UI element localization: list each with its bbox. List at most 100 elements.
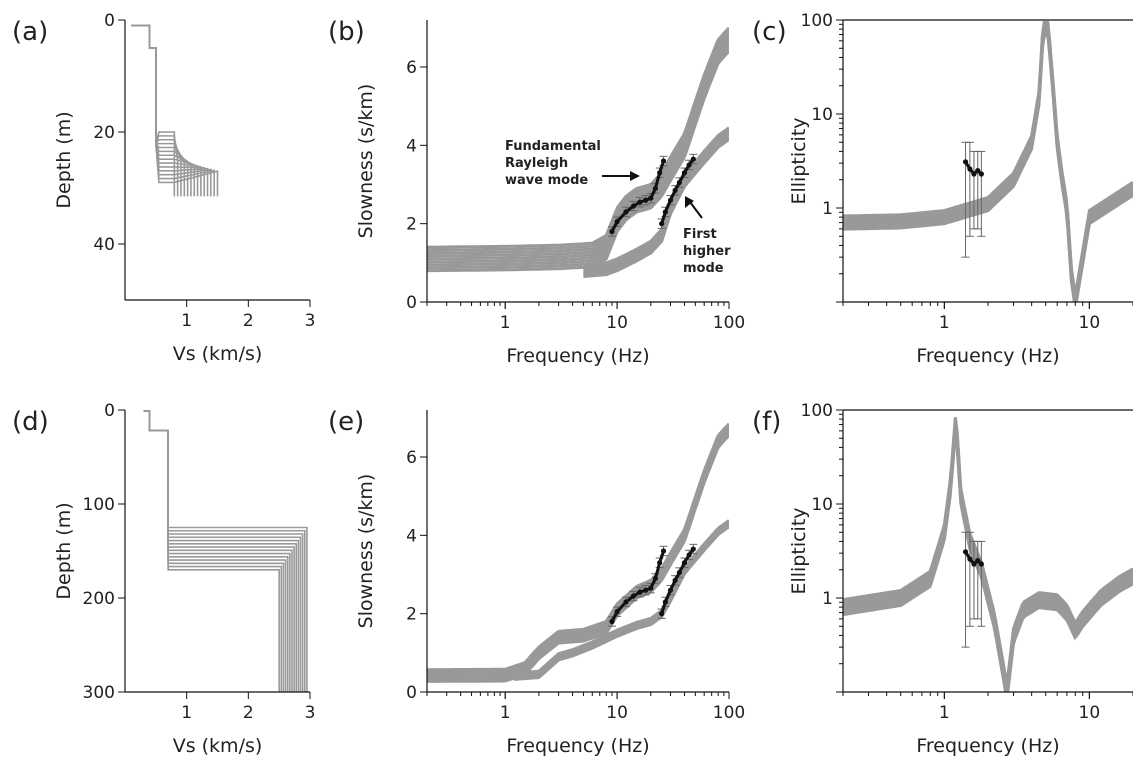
y-tick-label: 300: [83, 683, 115, 703]
ensemble-line: [843, 32, 1133, 302]
observed-point: [659, 221, 665, 227]
y-tick-label: 2: [406, 605, 417, 625]
observed-point: [667, 587, 674, 593]
axes: 1 2 3 0 20 40 Vs (km/s) Depth (m): [53, 11, 315, 365]
ensemble-series-0: [843, 21, 1133, 302]
y-tick-label: 4: [406, 526, 417, 546]
observed-line: [610, 160, 665, 233]
profile-line: [143, 410, 289, 692]
profile-line: [143, 410, 293, 692]
annotation-fundamental: Rayleigh: [505, 156, 568, 171]
ensemble-series-0: [427, 422, 729, 683]
ensemble-line: [427, 47, 729, 270]
plot-area: [843, 417, 1133, 692]
ensemble-line: [843, 26, 1133, 299]
observed-series-1: [961, 531, 986, 648]
observed-series-3: [657, 543, 698, 619]
observed-series-2: [607, 545, 668, 627]
observed-point: [681, 170, 688, 176]
profile-line: [143, 410, 280, 692]
plot-area: [427, 422, 729, 683]
observed-point: [648, 195, 654, 201]
profile-line: [143, 410, 287, 692]
observed-point: [630, 203, 637, 209]
x-tick-label: 3: [305, 311, 316, 331]
panel-label: (a): [12, 17, 48, 47]
plot-area: [143, 410, 308, 692]
observed-point: [971, 171, 977, 177]
x-tick-label: 10: [1079, 313, 1101, 333]
x-tick-label: 1: [939, 703, 950, 723]
ensemble-series-0: [427, 26, 729, 273]
observed-point: [623, 209, 629, 215]
y-tick-label: 0: [406, 293, 417, 313]
x-axis-label: Frequency (Hz): [506, 345, 649, 367]
profile-line: [143, 410, 300, 692]
y-axis-label: Slowness (s/km): [355, 474, 377, 629]
x-tick-label: 1: [939, 313, 950, 333]
observed-point: [660, 158, 667, 164]
y-tick-label: 40: [93, 235, 115, 255]
observed-point: [681, 560, 688, 566]
y-tick-label: 10: [811, 495, 833, 515]
y-tick-label: 20: [93, 123, 115, 143]
observed-series-2: [607, 155, 668, 237]
ensemble-line: [843, 27, 1133, 301]
profile-line: [143, 410, 295, 692]
annotation-higher-mode: mode: [683, 261, 724, 276]
observed-point: [652, 185, 659, 192]
observed-point: [975, 557, 981, 564]
y-tick-label: 0: [104, 11, 115, 31]
observed-point: [971, 561, 977, 567]
axes: 1 2 3 0 100 200 300 Vs (km/s) Depth (m): [53, 401, 315, 757]
ensemble-line: [843, 426, 1133, 692]
observed-point: [978, 171, 984, 177]
panel-d: 1 2 3 0 100 200 300 Vs (km/s) Depth (m) (d): [12, 401, 315, 757]
ensemble-line: [843, 430, 1133, 692]
x-tick-label: 100: [713, 703, 745, 723]
ensemble-series-0: [143, 410, 308, 692]
ensemble-line: [843, 428, 1133, 692]
ensemble-line: [843, 422, 1133, 691]
panel-c: 1 10 1 10 100 Frequency (Hz) Ellipticity (c): [752, 11, 1133, 367]
profile-line: [143, 410, 283, 692]
x-tick-label: 1: [500, 703, 511, 723]
observed-point: [690, 156, 696, 162]
ensemble-line: [427, 38, 729, 261]
panel-label: (c): [752, 17, 787, 47]
observed-point: [667, 197, 674, 203]
x-tick-label: 2: [243, 311, 254, 331]
observed-point: [652, 575, 659, 582]
observed-point: [623, 599, 629, 605]
observed-point: [978, 561, 984, 567]
observed-point: [662, 599, 668, 605]
x-tick-label: 1: [500, 313, 511, 333]
ensemble-line: [843, 420, 1133, 690]
panel-a: 1 2 3 0 20 40 Vs (km/s) Depth (m) (a): [12, 11, 315, 365]
observed-series-1: [961, 141, 986, 258]
profile-line: [143, 410, 308, 692]
observed-point: [662, 209, 668, 215]
ensemble-line: [843, 22, 1133, 296]
x-tick-label: 3: [305, 703, 316, 723]
profile-line: [143, 410, 285, 692]
ensemble-line: [843, 34, 1133, 302]
observed-point: [643, 197, 649, 203]
observed-point: [672, 187, 678, 193]
observed-point: [648, 585, 654, 591]
ensemble-line: [843, 417, 1133, 686]
y-tick-label: 10: [811, 105, 833, 125]
x-axis-label: Frequency (Hz): [916, 345, 1059, 367]
observed-line: [610, 550, 665, 623]
ensemble-line: [843, 29, 1133, 302]
observed-point: [657, 170, 663, 176]
ensemble-series-1: [513, 519, 729, 681]
ensemble-line: [427, 26, 729, 249]
y-tick-label: 1: [822, 199, 833, 219]
y-tick-label: 100: [83, 495, 115, 515]
x-tick-label: 2: [243, 703, 254, 723]
y-axis-label: Slowness (s/km): [355, 84, 377, 239]
panel-label: (f): [752, 407, 781, 437]
annotation-fundamental: wave mode: [505, 173, 588, 188]
